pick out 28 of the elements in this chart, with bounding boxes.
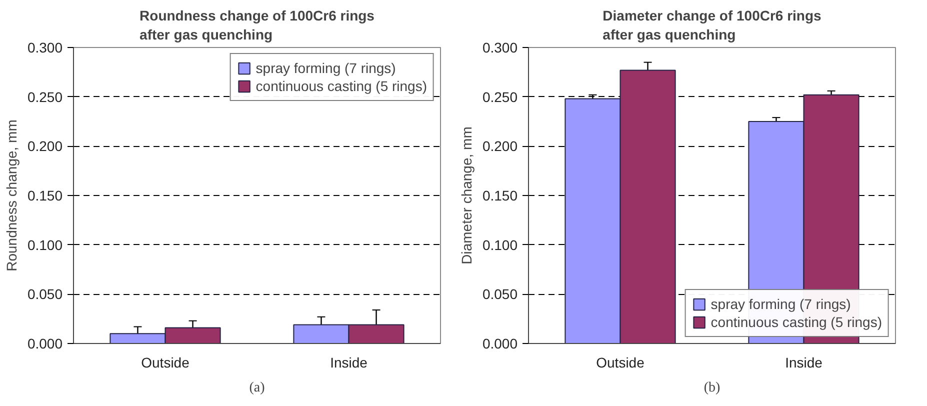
y-tick-label: 0.150 [482,188,518,204]
y-axis-title: Roundness change, mm [3,120,20,272]
chart-title: Roundness change of 100Cr6 rings after gas quenching [140,7,375,42]
y-tick-label: 0.250 [482,88,518,105]
y-tick-label: 0.300 [482,40,518,56]
y-tick-label: 0.250 [27,88,63,105]
x-tick-label: Inside [785,354,823,370]
legend-label: spray forming (7 rings) [256,60,396,76]
x-tick-label: Outside [141,354,190,370]
y-tick-label: 0.000 [27,336,63,352]
y-tick-label: 0.200 [482,138,518,154]
legend-label: continuous casting (5 rings) [710,314,882,330]
y-axis-title: Diameter change, mm [458,126,474,264]
y-tick-label: 0.300 [27,40,63,56]
x-tick-label: Inside [330,354,368,370]
text: (b) [704,380,720,396]
y-tick-label: 0.000 [482,336,518,352]
y-tick-label: 0.150 [27,188,63,204]
y-tick-label: 0.100 [482,236,518,253]
y-tick-label: 0.050 [482,286,518,302]
text: (a) [249,380,266,396]
legend-label: continuous casting (5 rings) [256,78,427,94]
y-tick-label: 0.050 [27,286,63,302]
y-tick-label: 0.200 [27,138,63,154]
chart-title: Diameter change of 100Cr6 rings after gas quenching [602,7,822,42]
x-tick-label: Outside [596,354,645,370]
legend-label: spray forming (7 rings) [710,296,851,312]
y-tick-label: 0.100 [27,236,63,253]
